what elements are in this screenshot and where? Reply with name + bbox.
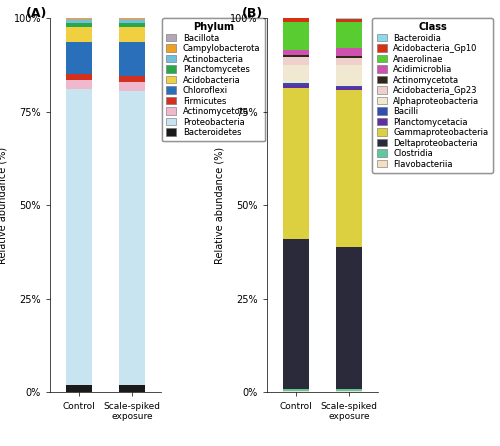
Bar xyxy=(66,385,92,392)
Bar xyxy=(119,82,146,91)
Bar xyxy=(282,83,310,85)
Bar xyxy=(336,389,362,391)
Bar xyxy=(336,48,362,56)
Bar xyxy=(282,389,310,391)
Bar xyxy=(282,239,310,389)
Legend: Bacillota, Campylobacterota, Actinobacteria, Planctomycetes, Acidobacteria, Chlo: Bacillota, Campylobacterota, Actinobacte… xyxy=(162,18,264,141)
Bar xyxy=(336,56,362,58)
Bar xyxy=(336,87,362,90)
Bar xyxy=(336,65,362,86)
Bar xyxy=(119,19,146,21)
Bar xyxy=(66,89,92,385)
Bar xyxy=(66,24,92,27)
Bar xyxy=(282,57,310,65)
Text: (A): (A) xyxy=(26,7,47,20)
Y-axis label: Relative abundance (%): Relative abundance (%) xyxy=(0,147,8,264)
Bar xyxy=(119,76,146,82)
Bar xyxy=(336,86,362,87)
Bar xyxy=(336,18,362,19)
Bar xyxy=(66,27,92,42)
Bar xyxy=(119,91,146,385)
Bar xyxy=(66,18,92,19)
Bar xyxy=(282,87,310,239)
Bar xyxy=(66,42,92,74)
Bar xyxy=(282,55,310,57)
Text: (B): (B) xyxy=(242,7,264,20)
Bar xyxy=(282,50,310,55)
Bar xyxy=(282,16,310,18)
Bar xyxy=(336,247,362,389)
Bar xyxy=(336,90,362,247)
Legend: Bacteroidia, Acidobacteria_Gp10, Anaerolinae, Acidimicroblia, Actinomycetota, Ac: Bacteroidia, Acidobacteria_Gp10, Anaerol… xyxy=(372,18,492,173)
Bar xyxy=(336,391,362,392)
Bar xyxy=(282,85,310,87)
Bar xyxy=(282,65,310,83)
Bar xyxy=(66,80,92,89)
Bar xyxy=(282,18,310,21)
Bar xyxy=(336,19,362,22)
Bar xyxy=(282,391,310,392)
Bar xyxy=(66,19,92,21)
Bar xyxy=(119,385,146,392)
Bar xyxy=(336,22,362,48)
Bar xyxy=(282,21,310,50)
Bar xyxy=(119,21,146,24)
Y-axis label: Relative abundance (%): Relative abundance (%) xyxy=(214,147,224,264)
Bar xyxy=(119,18,146,19)
Bar xyxy=(119,27,146,42)
Bar xyxy=(119,42,146,76)
Bar xyxy=(336,58,362,65)
Bar xyxy=(119,24,146,27)
Bar xyxy=(66,74,92,80)
Bar xyxy=(66,21,92,24)
